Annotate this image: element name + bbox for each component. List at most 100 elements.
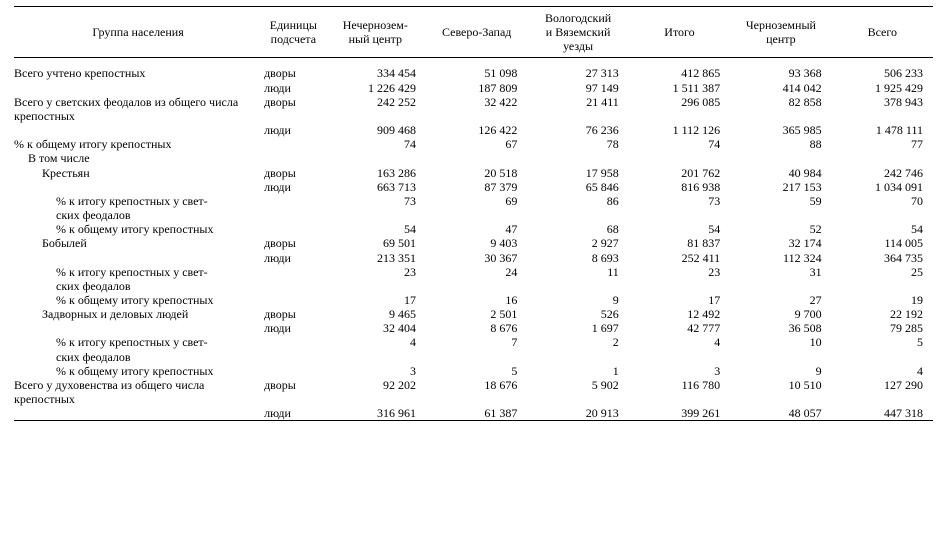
table-row: % к итогу крепостных у свет-ских феодало… — [14, 335, 933, 363]
cell: 77 — [832, 137, 933, 151]
row-unit: дворы — [262, 236, 325, 250]
row-unit: дворы — [262, 95, 325, 123]
col-c2: Северо-Запад — [426, 7, 527, 58]
cell: 88 — [730, 137, 831, 151]
cell: 27 313 — [527, 58, 628, 81]
cell: 23 — [325, 265, 426, 293]
col-c1: Нечернозем-ный центр — [325, 7, 426, 58]
cell: 70 — [832, 194, 933, 222]
cell: 5 902 — [527, 378, 628, 406]
cell: 82 858 — [730, 95, 831, 123]
table-row: люди1 226 429187 80997 1491 511 387414 0… — [14, 81, 933, 95]
cell: 1 697 — [527, 321, 628, 335]
cell — [325, 151, 426, 165]
row-label: % к общему итогу крепостных — [14, 222, 262, 236]
cell: 365 985 — [730, 123, 831, 137]
cell: 201 762 — [629, 166, 730, 180]
cell — [730, 151, 831, 165]
col-c3: Вологодскийи Вяземскийуезды — [527, 7, 628, 58]
cell: 21 411 — [527, 95, 628, 123]
cell: 74 — [325, 137, 426, 151]
row-label: Крестьян — [14, 166, 262, 180]
cell: 18 676 — [426, 378, 527, 406]
cell: 17 — [629, 293, 730, 307]
cell: 414 042 — [730, 81, 831, 95]
cell: 47 — [426, 222, 527, 236]
cell: 97 149 — [527, 81, 628, 95]
cell: 20 913 — [527, 406, 628, 421]
cell: 73 — [325, 194, 426, 222]
cell: 5 — [426, 364, 527, 378]
cell: 114 005 — [832, 236, 933, 250]
cell: 27 — [730, 293, 831, 307]
population-table: Группа населения Единицы подсчета Нечерн… — [14, 6, 933, 421]
cell: 816 938 — [629, 180, 730, 194]
cell: 378 943 — [832, 95, 933, 123]
row-label: Всего у духовенства из общего числа креп… — [14, 378, 262, 406]
row-unit: люди — [262, 81, 325, 95]
row-unit — [262, 335, 325, 363]
row-unit — [262, 137, 325, 151]
row-label: % к общему итогу крепостных — [14, 137, 262, 151]
cell — [832, 151, 933, 165]
row-label — [14, 321, 262, 335]
cell: 67 — [426, 137, 527, 151]
cell — [629, 151, 730, 165]
cell: 399 261 — [629, 406, 730, 421]
row-label: Задворных и деловых людей — [14, 307, 262, 321]
row-unit: дворы — [262, 58, 325, 81]
col-unit: Единицы подсчета — [262, 7, 325, 58]
cell: 127 290 — [832, 378, 933, 406]
cell: 10 — [730, 335, 831, 363]
row-unit — [262, 194, 325, 222]
row-label — [14, 180, 262, 194]
row-label: % к итогу крепостных у свет-ских феодало… — [14, 335, 262, 363]
cell: 12 492 — [629, 307, 730, 321]
cell: 17 958 — [527, 166, 628, 180]
cell: 447 318 — [832, 406, 933, 421]
cell: 78 — [527, 137, 628, 151]
row-unit: дворы — [262, 166, 325, 180]
cell: 22 192 — [832, 307, 933, 321]
row-unit: дворы — [262, 378, 325, 406]
cell: 316 961 — [325, 406, 426, 421]
cell: 16 — [426, 293, 527, 307]
cell: 1 034 091 — [832, 180, 933, 194]
cell: 2 501 — [426, 307, 527, 321]
row-unit: люди — [262, 123, 325, 137]
row-label: % к общему итогу крепостных — [14, 293, 262, 307]
cell: 76 236 — [527, 123, 628, 137]
cell: 20 518 — [426, 166, 527, 180]
col-c5: Черноземныйцентр — [730, 7, 831, 58]
cell: 334 454 — [325, 58, 426, 81]
cell: 1 226 429 — [325, 81, 426, 95]
cell: 112 324 — [730, 251, 831, 265]
table-row: % к общему итогу крепостных17169172719 — [14, 293, 933, 307]
row-label — [14, 123, 262, 137]
cell: 69 501 — [325, 236, 426, 250]
cell: 93 368 — [730, 58, 831, 81]
cell: 663 713 — [325, 180, 426, 194]
row-label — [14, 81, 262, 95]
table-row: Бобылейдворы69 5019 4032 92781 83732 174… — [14, 236, 933, 250]
cell: 92 202 — [325, 378, 426, 406]
table-row: Всего у духовенства из общего числа креп… — [14, 378, 933, 406]
cell: 61 387 — [426, 406, 527, 421]
row-label: Бобылей — [14, 236, 262, 250]
cell: 54 — [832, 222, 933, 236]
cell: 7 — [426, 335, 527, 363]
table-row: Задворных и деловых людейдворы9 4652 501… — [14, 307, 933, 321]
cell — [426, 151, 527, 165]
cell: 909 468 — [325, 123, 426, 137]
cell: 1 478 111 — [832, 123, 933, 137]
cell: 59 — [730, 194, 831, 222]
row-label: % к итогу крепостных у свет-ских феодало… — [14, 265, 262, 293]
row-label: % к итогу крепостных у свет-ских феодало… — [14, 194, 262, 222]
cell: 48 057 — [730, 406, 831, 421]
row-label: В том числе — [14, 151, 262, 165]
cell: 296 085 — [629, 95, 730, 123]
cell: 126 422 — [426, 123, 527, 137]
cell: 9 403 — [426, 236, 527, 250]
cell: 65 846 — [527, 180, 628, 194]
cell: 526 — [527, 307, 628, 321]
